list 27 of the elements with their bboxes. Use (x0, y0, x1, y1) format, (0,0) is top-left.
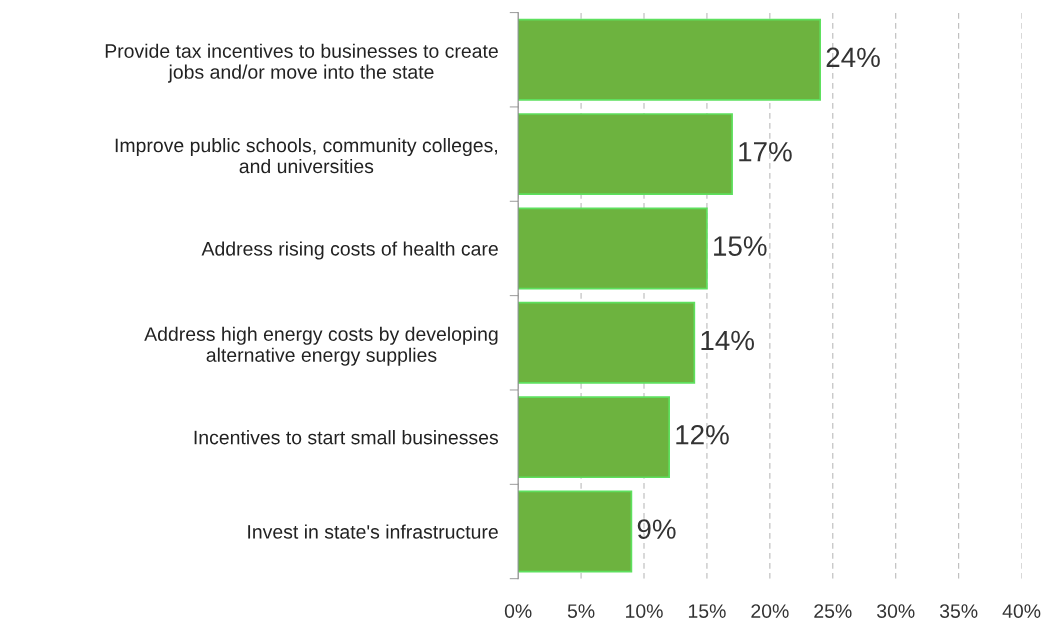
y-tick-label: Incentives to start small businesses (194, 430, 499, 445)
x-tick-label: 35% (939, 604, 978, 618)
x-tick-label: 10% (626, 604, 663, 618)
y-tick-label: Address high energy costs by developing alternative energy supplies (144, 326, 498, 366)
data-label: 17% (739, 142, 792, 162)
x-tick-label: 25% (814, 604, 852, 618)
bar (518, 18, 822, 101)
y-tick-label: Invest in state's infrastructure (248, 524, 498, 539)
y-tick-label: Provide tax incentives to businesses to create jobs and/or move into the state (105, 43, 498, 83)
bar (518, 113, 733, 196)
bar (518, 207, 708, 290)
x-tick-label: 15% (688, 604, 726, 618)
x-tick-label: 5% (567, 604, 595, 618)
bar (518, 301, 696, 384)
bar (518, 490, 633, 573)
bar (518, 396, 671, 479)
x-tick-label: 0% (504, 604, 532, 618)
y-tick-label: Improve public schools, community colleges, and universities (115, 138, 497, 174)
x-tick-label: 40% (1002, 604, 1041, 618)
y-tick-label: Address rising costs of health care (201, 241, 498, 260)
data-label: 12% (676, 424, 729, 445)
data-label: 14% (701, 330, 754, 351)
data-label: 24% (826, 47, 880, 68)
data-label: 9% (637, 519, 676, 539)
x-tick-label: 20% (751, 604, 789, 618)
data-label: 15% (714, 236, 767, 256)
x-tick-label: 30% (877, 604, 915, 618)
